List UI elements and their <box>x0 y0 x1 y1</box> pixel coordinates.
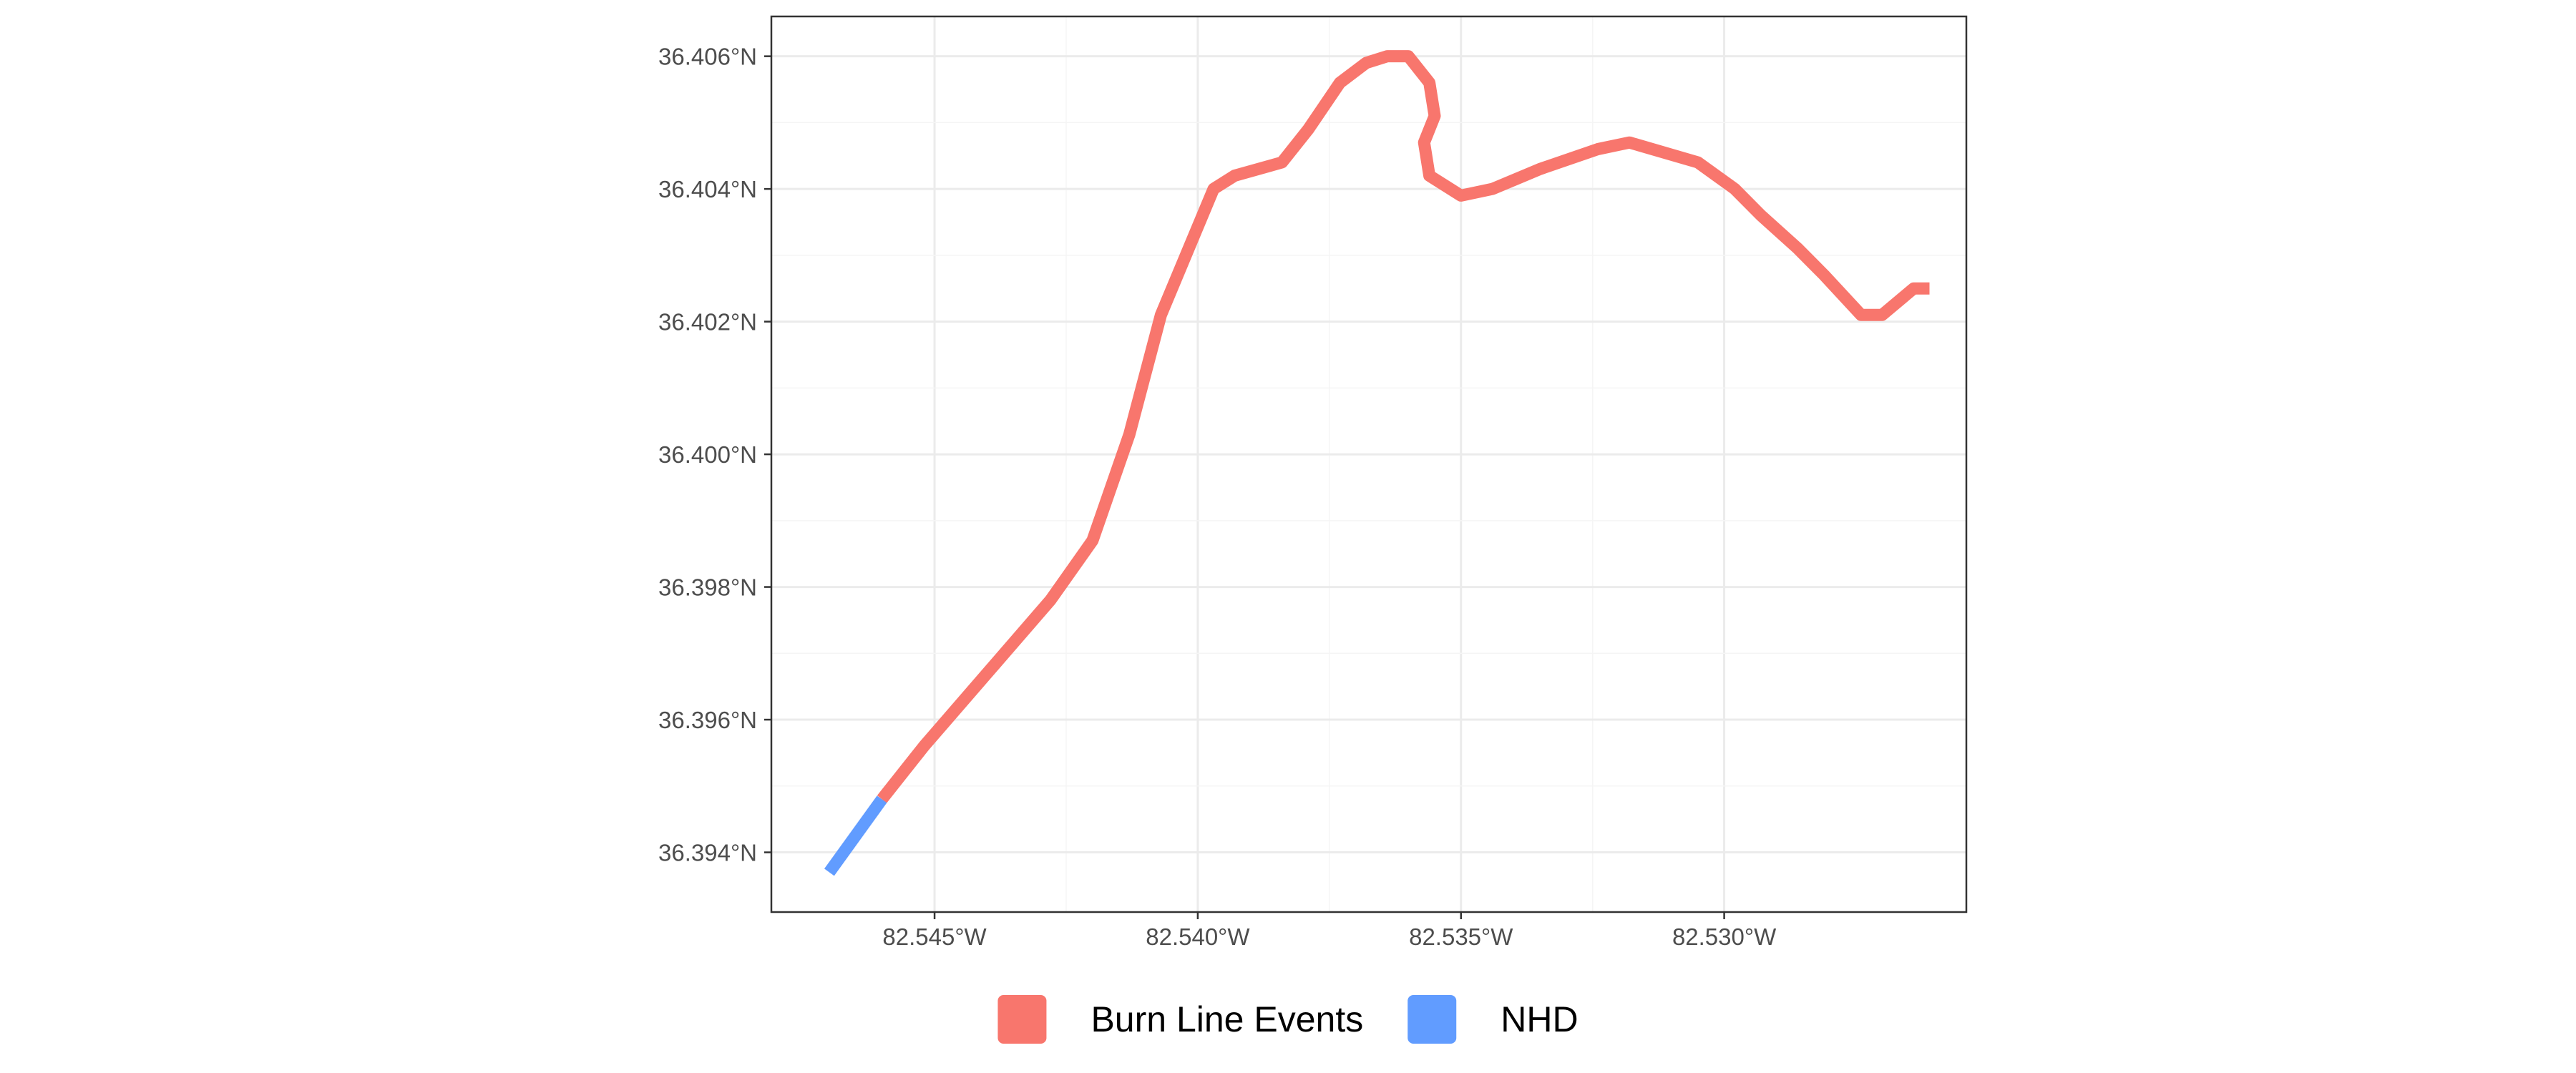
x-tick-label: 82.530°W <box>1672 923 1777 950</box>
series-layer <box>824 50 1930 876</box>
nhd-line <box>824 795 887 876</box>
x-tick-label: 82.535°W <box>1409 923 1513 950</box>
y-tick-label: 36.406°N <box>658 44 757 70</box>
legend-key-burn-line-events <box>997 995 1047 1044</box>
legend: Burn Line Events NHD <box>997 995 1579 1044</box>
y-tick-label: 36.402°N <box>658 309 757 335</box>
y-tick-label: 36.400°N <box>658 441 757 468</box>
x-tick-label: 82.540°W <box>1146 923 1250 950</box>
y-tick-label: 36.398°N <box>658 574 757 601</box>
y-tick-label: 36.394°N <box>658 840 757 866</box>
y-tick-label: 36.396°N <box>658 707 757 733</box>
legend-label-nhd: NHD <box>1501 999 1578 1039</box>
plot-panel-border <box>770 15 1968 913</box>
axes: 82.545°W 82.540°W 82.535°W 82.530°W 36.394°N… <box>658 44 1777 950</box>
legend-key-nhd <box>1407 995 1457 1044</box>
plot-panel-background <box>771 16 1966 912</box>
legend-label-burn-line-events: Burn Line Events <box>1091 999 1363 1039</box>
y-tick-label: 36.404°N <box>658 176 757 202</box>
burn-line-events-line <box>877 50 1930 803</box>
x-tick-label: 82.545°W <box>882 923 987 950</box>
